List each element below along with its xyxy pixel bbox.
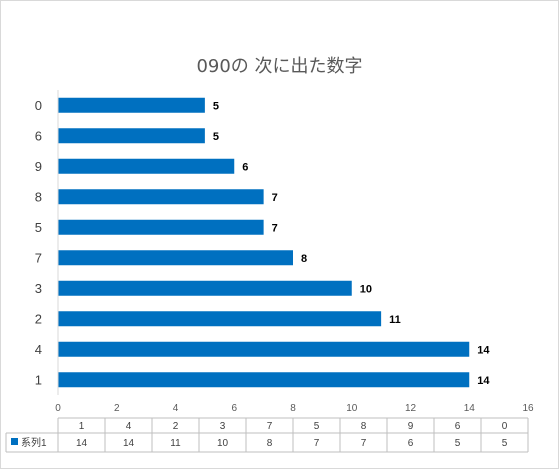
x-tick-label-4: 4 — [173, 403, 179, 414]
data-label-0: 5 — [213, 100, 219, 112]
table-header-3: 3 — [220, 421, 226, 432]
category-label-6: 6 — [35, 128, 42, 143]
bar-0 — [58, 97, 205, 113]
table-value-3: 10 — [217, 438, 229, 449]
data-label-5: 7 — [272, 222, 278, 234]
bar-5 — [58, 219, 264, 235]
bar-7 — [58, 250, 293, 266]
table-value-5: 7 — [314, 438, 320, 449]
series-name: 系列1 — [21, 436, 47, 449]
table-header-9: 9 — [408, 421, 414, 432]
category-label-3: 3 — [35, 281, 42, 296]
bar-2 — [58, 311, 382, 327]
category-label-9: 9 — [35, 159, 42, 174]
data-label-7: 8 — [301, 253, 307, 265]
bar-1 — [58, 372, 470, 388]
table-value-7: 8 — [267, 438, 273, 449]
table-value-6: 5 — [455, 438, 461, 449]
bar-8 — [58, 189, 264, 205]
table-header-1: 1 — [79, 421, 85, 432]
table-header-8: 8 — [361, 421, 367, 432]
table-value-0: 5 — [502, 438, 508, 449]
category-label-7: 7 — [35, 250, 42, 265]
chart-title: 090の 次に出た数字 — [196, 56, 363, 77]
data-label-2: 11 — [389, 314, 401, 326]
x-tick-label-14: 14 — [464, 403, 476, 414]
x-axis: 0 2 4 6 8 10 12 14 16 — [55, 90, 534, 414]
table-header-6: 6 — [455, 421, 461, 432]
x-tick-label-2: 2 — [114, 403, 120, 414]
bar-9 — [58, 158, 235, 174]
category-label-4: 4 — [35, 342, 42, 357]
bars-layer — [58, 97, 470, 388]
table-header-0: 0 — [502, 421, 508, 432]
bar-3 — [58, 280, 352, 296]
data-label-1: 14 — [477, 375, 490, 387]
x-tick-label-8: 8 — [290, 403, 296, 414]
category-labels: 0 6 9 8 5 7 3 2 4 1 — [35, 98, 42, 388]
category-label-1: 1 — [35, 372, 42, 387]
category-label-8: 8 — [35, 189, 42, 204]
x-tick-label-6: 6 — [231, 403, 237, 414]
table-header-7: 7 — [267, 421, 273, 432]
data-label-8: 7 — [272, 192, 278, 204]
x-tick-label-10: 10 — [346, 403, 358, 414]
category-label-2: 2 — [35, 311, 42, 326]
category-label-5: 5 — [35, 220, 42, 235]
x-tick-label-16: 16 — [522, 403, 534, 414]
data-label-4: 14 — [477, 344, 490, 356]
x-tick-label-12: 12 — [405, 403, 417, 414]
bar-4 — [58, 341, 470, 357]
data-table: 1 14 4 14 2 11 3 10 7 8 5 7 8 7 9 6 6 5 0 5 系列1 — [5, 417, 529, 453]
table-value-4: 14 — [123, 438, 135, 449]
table-value-1: 14 — [76, 438, 88, 449]
table-value-9: 6 — [408, 438, 414, 449]
legend-swatch — [11, 438, 18, 445]
x-tick-label-0: 0 — [55, 403, 61, 414]
table-value-8: 7 — [361, 438, 367, 449]
table-header-2: 2 — [173, 421, 179, 432]
data-label-3: 10 — [360, 283, 372, 295]
data-labels: 5 5 6 7 7 8 10 11 14 14 — [213, 100, 490, 387]
bar-6 — [58, 128, 205, 144]
data-label-9: 6 — [242, 161, 248, 173]
table-header-4: 4 — [126, 421, 132, 432]
table-header-5: 5 — [314, 421, 320, 432]
data-label-6: 5 — [213, 131, 219, 143]
table-value-2: 11 — [170, 438, 181, 449]
category-label-0: 0 — [35, 98, 42, 113]
